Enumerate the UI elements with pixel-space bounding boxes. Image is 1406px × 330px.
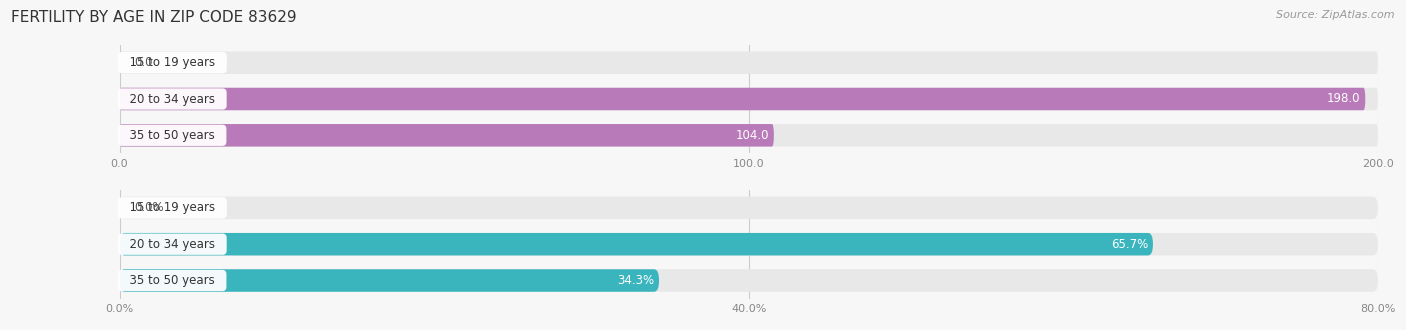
FancyBboxPatch shape bbox=[120, 124, 1378, 147]
FancyBboxPatch shape bbox=[120, 197, 1378, 219]
Text: 35 to 50 years: 35 to 50 years bbox=[122, 129, 222, 142]
Text: 35 to 50 years: 35 to 50 years bbox=[122, 274, 222, 287]
Text: 0.0%: 0.0% bbox=[135, 201, 165, 214]
Text: Source: ZipAtlas.com: Source: ZipAtlas.com bbox=[1277, 10, 1395, 20]
FancyBboxPatch shape bbox=[120, 124, 773, 147]
Text: 15 to 19 years: 15 to 19 years bbox=[122, 201, 222, 214]
FancyBboxPatch shape bbox=[120, 233, 1153, 255]
Text: 15 to 19 years: 15 to 19 years bbox=[122, 56, 222, 69]
Text: 20 to 34 years: 20 to 34 years bbox=[122, 92, 222, 106]
FancyBboxPatch shape bbox=[120, 233, 1378, 255]
Text: 65.7%: 65.7% bbox=[1111, 238, 1147, 251]
FancyBboxPatch shape bbox=[120, 269, 659, 292]
FancyBboxPatch shape bbox=[120, 269, 1378, 292]
Text: 0.0: 0.0 bbox=[135, 56, 153, 69]
FancyBboxPatch shape bbox=[120, 88, 1378, 110]
Text: 104.0: 104.0 bbox=[735, 129, 769, 142]
Text: 198.0: 198.0 bbox=[1327, 92, 1360, 106]
FancyBboxPatch shape bbox=[120, 88, 1365, 110]
Text: FERTILITY BY AGE IN ZIP CODE 83629: FERTILITY BY AGE IN ZIP CODE 83629 bbox=[11, 10, 297, 25]
FancyBboxPatch shape bbox=[120, 51, 1378, 74]
Text: 34.3%: 34.3% bbox=[617, 274, 654, 287]
Text: 20 to 34 years: 20 to 34 years bbox=[122, 238, 222, 251]
